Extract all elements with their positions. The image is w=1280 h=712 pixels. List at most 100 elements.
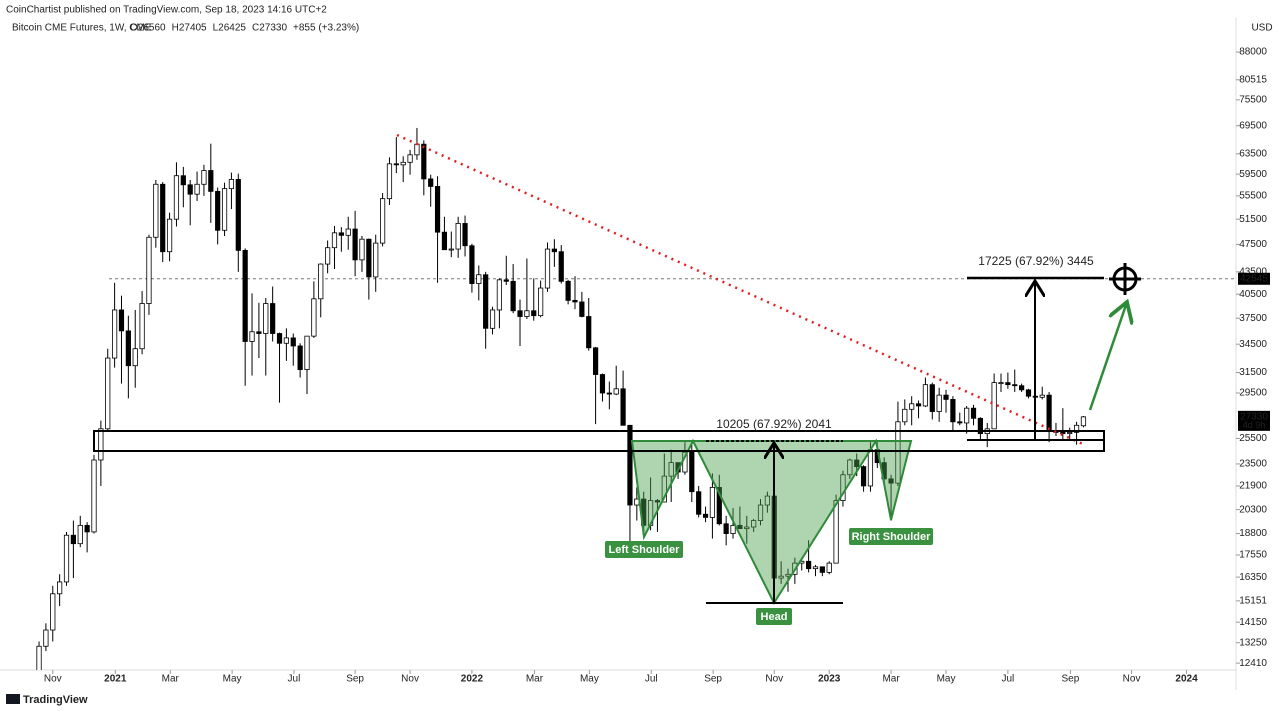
candle-body	[263, 303, 269, 334]
left-shoulder-label: Left Shoulder	[609, 544, 681, 556]
candle-body	[373, 242, 379, 278]
head-label: Head	[761, 611, 788, 623]
candle-body	[888, 478, 894, 484]
candle-body	[620, 388, 626, 426]
candle-body	[558, 251, 564, 282]
candle-body	[70, 534, 76, 545]
y-tick-label: 17550	[1239, 550, 1267, 561]
candle-body	[915, 403, 922, 407]
candle-body	[1005, 382, 1011, 386]
candle-body	[270, 303, 276, 334]
x-tick-label: May	[580, 674, 599, 685]
ohlc-value: O26560	[130, 23, 166, 34]
candle-body	[806, 560, 812, 570]
x-tick-label: Jul	[1001, 674, 1014, 685]
candle-body	[57, 581, 63, 595]
candle-body	[950, 399, 956, 423]
candle-body	[297, 345, 303, 370]
projection-arrow	[1088, 302, 1127, 411]
pattern-measure: 10205 (67.92%) 2041	[716, 417, 832, 431]
candle-body	[599, 374, 606, 394]
candle-body	[929, 384, 935, 412]
candle-body	[366, 238, 372, 278]
candle-body	[847, 459, 853, 476]
ohlc-value: C27330	[252, 23, 287, 34]
x-tick-label: Nov	[765, 674, 783, 685]
y-tick-label: 63500	[1239, 148, 1267, 159]
support-box	[93, 430, 1105, 452]
y-tick-label: 23500	[1239, 459, 1267, 470]
candle-body	[854, 459, 860, 468]
candle-body	[613, 388, 619, 395]
y-tick-label: 51500	[1239, 214, 1267, 225]
y-tick-label: 16350	[1239, 572, 1267, 583]
candle-body	[98, 428, 104, 461]
candle-body	[1046, 394, 1052, 432]
candle-body	[256, 331, 262, 334]
candle-body	[778, 575, 784, 579]
y-tick-label: 43500	[1239, 266, 1267, 277]
candle-body	[902, 408, 908, 423]
candle-body	[812, 566, 819, 570]
candle-body	[840, 474, 846, 501]
candle-body	[751, 520, 757, 528]
x-tick-label: Jul	[288, 674, 301, 685]
right-shoulder-label: Right Shoulder	[852, 531, 932, 543]
y-tick-label: 13250	[1239, 637, 1267, 648]
candle-body	[1012, 384, 1018, 387]
y-tick-label: 29500	[1239, 388, 1267, 399]
candle-body	[565, 280, 571, 301]
candle-body	[936, 394, 942, 412]
candle-body	[730, 524, 736, 534]
candle-body	[592, 347, 599, 375]
y-tick-label: 15151	[1239, 596, 1267, 607]
y-tick-label: 80515	[1239, 74, 1267, 85]
candle-body	[579, 301, 585, 317]
candle-body	[455, 223, 461, 250]
x-tick-label: Mar	[162, 674, 180, 685]
candle-body	[283, 337, 289, 344]
candle-body	[819, 566, 825, 573]
candle-body	[551, 248, 557, 253]
candle-body	[105, 357, 111, 430]
y-tick-label: 59500	[1239, 169, 1267, 180]
y-tick-label: 75500	[1239, 94, 1267, 105]
candles	[36, 127, 1236, 670]
y-tick-label: 69500	[1239, 120, 1267, 131]
price-label-box	[1238, 410, 1270, 431]
label-box	[849, 528, 933, 545]
x-tick-label: Sep	[704, 674, 722, 685]
candle-body	[737, 524, 743, 530]
publisher: CoinChartist published on TradingView.co…	[6, 5, 327, 16]
candle-body	[503, 279, 509, 282]
y-tick-label: 40500	[1239, 289, 1267, 300]
x-tick-label: Jul	[645, 674, 658, 685]
candle-body	[379, 198, 386, 244]
candle-body	[696, 491, 702, 515]
candle-body	[1080, 416, 1087, 427]
candle-body	[318, 263, 324, 300]
candle-body	[208, 170, 214, 192]
candle-body	[160, 183, 166, 253]
candle-body	[290, 337, 296, 347]
candle-body	[386, 163, 393, 200]
x-tick-label: Nov	[44, 674, 62, 685]
candle-body	[242, 249, 248, 342]
x-tick-label: Nov	[1123, 674, 1141, 685]
ohlc-value: H27405	[172, 23, 207, 34]
candle-body	[764, 495, 770, 506]
candle-body	[228, 179, 235, 190]
candle-body	[352, 228, 358, 261]
candle-body	[826, 562, 832, 573]
candle-body	[132, 348, 138, 367]
candle-body	[943, 394, 949, 400]
x-tick-label: Sep	[1062, 674, 1080, 685]
x-tick-label: May	[223, 674, 242, 685]
candle-body	[998, 382, 1004, 385]
candle-body	[84, 524, 90, 533]
y-tick-label: 34500	[1239, 339, 1267, 350]
x-tick-label: Nov	[401, 674, 419, 685]
ohlc-value: +855 (+3.23%)	[293, 23, 359, 34]
candle-body	[957, 421, 963, 424]
candle-body	[153, 183, 159, 238]
